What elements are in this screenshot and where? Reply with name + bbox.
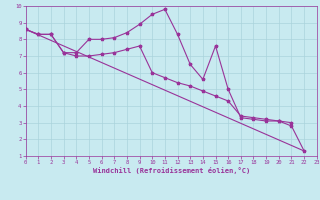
X-axis label: Windchill (Refroidissement éolien,°C): Windchill (Refroidissement éolien,°C) — [92, 167, 250, 174]
